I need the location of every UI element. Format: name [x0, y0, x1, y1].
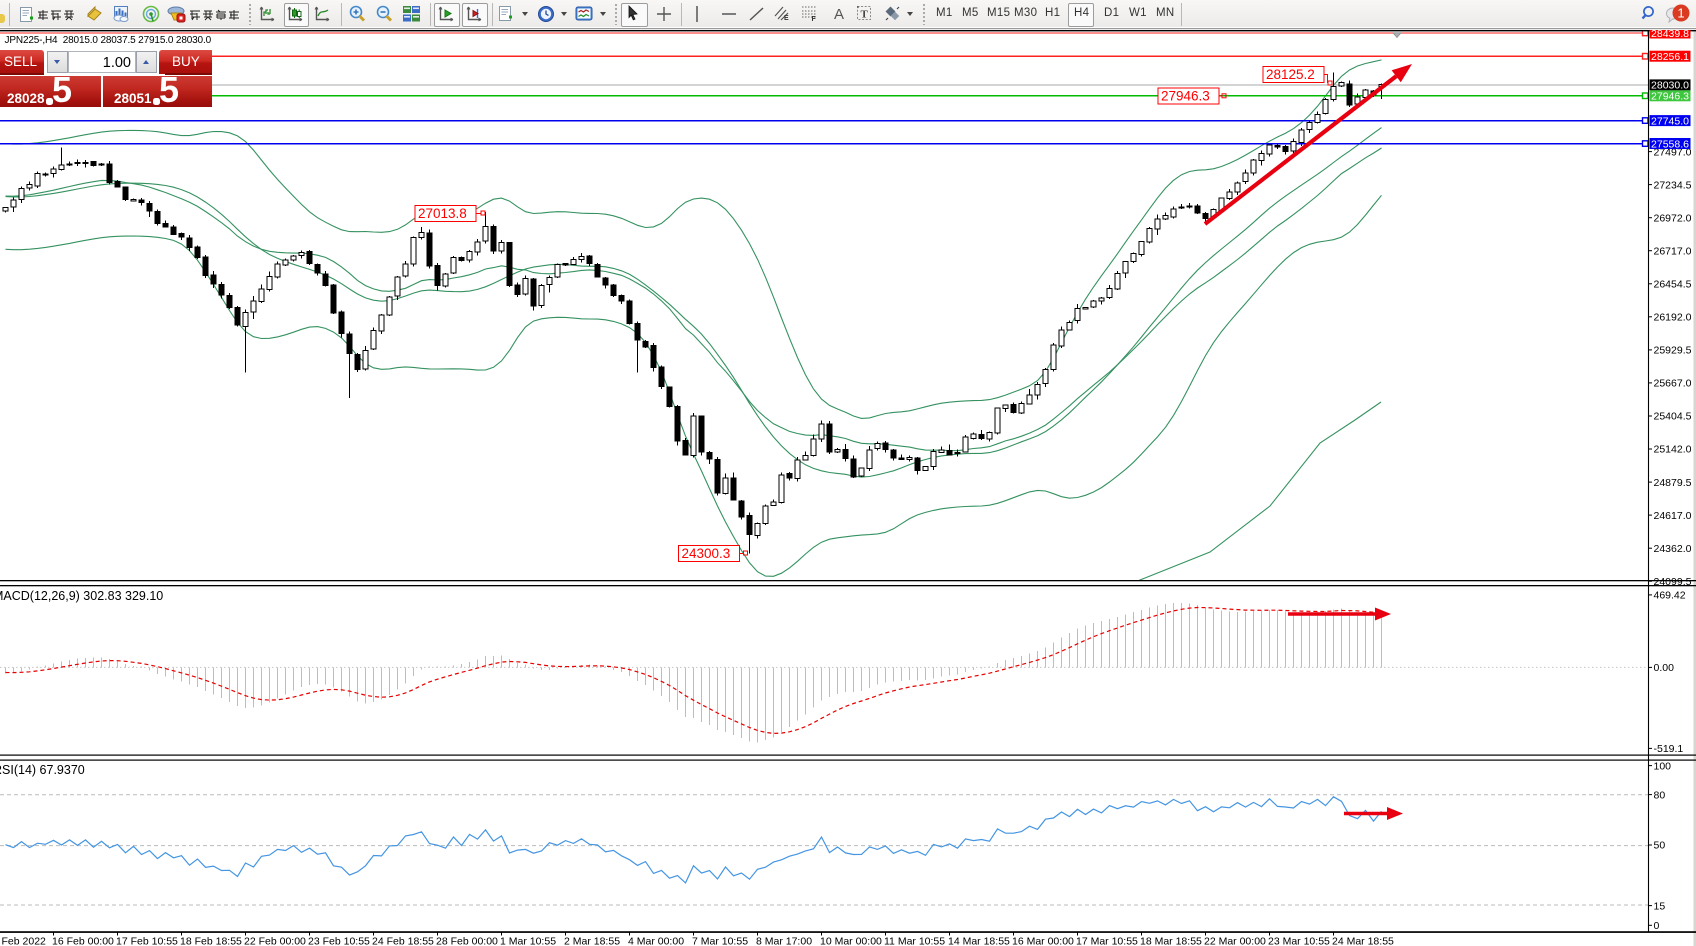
svg-text:RSI(14) 67.9370: RSI(14) 67.9370 — [0, 763, 85, 777]
svg-text:24617.0: 24617.0 — [1654, 510, 1692, 522]
svg-text:24 Feb 18:55: 24 Feb 18:55 — [372, 936, 434, 946]
svg-text:17 Mar 10:55: 17 Mar 10:55 — [1076, 936, 1138, 946]
svg-text:16 Mar 00:00: 16 Mar 00:00 — [1012, 936, 1074, 946]
svg-text:15: 15 — [1654, 900, 1666, 912]
svg-text:27013.8: 27013.8 — [418, 206, 467, 221]
svg-text:100: 100 — [1654, 760, 1672, 772]
svg-text:27234.5: 27234.5 — [1654, 179, 1692, 191]
svg-text:24 Mar 18:55: 24 Mar 18:55 — [1332, 936, 1394, 946]
svg-text:18 Mar 18:55: 18 Mar 18:55 — [1140, 936, 1202, 946]
svg-text:27497.0: 27497.0 — [1654, 146, 1692, 158]
svg-text:28256.1: 28256.1 — [1651, 51, 1689, 63]
svg-text:MACD(12,26,9) 302.83 329.10: MACD(12,26,9) 302.83 329.10 — [0, 589, 163, 603]
svg-text:16 Feb 00:00: 16 Feb 00:00 — [52, 936, 114, 946]
svg-text:25667.0: 25667.0 — [1654, 378, 1692, 390]
svg-text:14 Mar 18:55: 14 Mar 18:55 — [948, 936, 1010, 946]
svg-text:-519.1: -519.1 — [1654, 743, 1684, 755]
svg-text:24879.5: 24879.5 — [1654, 477, 1692, 489]
svg-text:27946.3: 27946.3 — [1161, 89, 1210, 104]
svg-text:26972.0: 26972.0 — [1654, 212, 1692, 224]
svg-text:25404.5: 25404.5 — [1654, 411, 1692, 423]
svg-text:22 Mar 00:00: 22 Mar 00:00 — [1204, 936, 1266, 946]
svg-text:25142.0: 25142.0 — [1654, 444, 1692, 456]
svg-text:JPN225-,H4 28015.0 28037.5 27: JPN225-,H4 28015.0 28037.5 27915.0 28030… — [5, 35, 212, 46]
svg-text:2 Mar 18:55: 2 Mar 18:55 — [564, 936, 620, 946]
svg-text:7 Mar 10:55: 7 Mar 10:55 — [692, 936, 748, 946]
svg-text:E: E — [784, 15, 789, 22]
svg-text:26717.0: 26717.0 — [1654, 245, 1692, 257]
svg-text:17 Feb 10:55: 17 Feb 10:55 — [116, 936, 178, 946]
svg-text:A: A — [834, 6, 844, 23]
svg-text:28 Feb 00:00: 28 Feb 00:00 — [436, 936, 498, 946]
svg-text:1 Mar 10:55: 1 Mar 10:55 — [500, 936, 556, 946]
svg-text:28030.0: 28030.0 — [1651, 80, 1689, 92]
svg-text:27558.6: 27558.6 — [1651, 138, 1689, 150]
svg-text:Feb 2022: Feb 2022 — [2, 936, 47, 946]
svg-text:T: T — [861, 9, 869, 21]
svg-text:50: 50 — [1654, 840, 1666, 852]
svg-text:28125.2: 28125.2 — [1266, 67, 1315, 82]
svg-text:24099.5: 24099.5 — [1654, 576, 1692, 588]
svg-text:F: F — [812, 16, 817, 23]
svg-text:26192.0: 26192.0 — [1654, 312, 1692, 324]
svg-text:8 Mar 17:00: 8 Mar 17:00 — [756, 936, 812, 946]
svg-text:28439.8: 28439.8 — [1651, 30, 1689, 40]
svg-text:24362.0: 24362.0 — [1654, 543, 1692, 555]
svg-text:1: 1 — [1677, 6, 1684, 21]
svg-text:24300.3: 24300.3 — [682, 546, 731, 561]
svg-text:23 Feb 10:55: 23 Feb 10:55 — [308, 936, 370, 946]
svg-text:27745.0: 27745.0 — [1651, 115, 1689, 127]
svg-text:469.42: 469.42 — [1654, 590, 1686, 602]
svg-text:0.00: 0.00 — [1654, 662, 1675, 674]
svg-text:80: 80 — [1654, 789, 1666, 801]
svg-text:0: 0 — [1654, 920, 1660, 932]
svg-text:10 Mar 00:00: 10 Mar 00:00 — [820, 936, 882, 946]
svg-text:18 Feb 18:55: 18 Feb 18:55 — [180, 936, 242, 946]
svg-text:11 Mar 10:55: 11 Mar 10:55 — [884, 936, 945, 946]
svg-text:25929.5: 25929.5 — [1654, 345, 1692, 357]
svg-text:27946.3: 27946.3 — [1651, 91, 1689, 103]
svg-text:26454.5: 26454.5 — [1654, 279, 1692, 291]
svg-text:23 Mar 10:55: 23 Mar 10:55 — [1268, 936, 1330, 946]
svg-text:4 Mar 00:00: 4 Mar 00:00 — [628, 936, 684, 946]
svg-text:22 Feb 00:00: 22 Feb 00:00 — [244, 936, 306, 946]
